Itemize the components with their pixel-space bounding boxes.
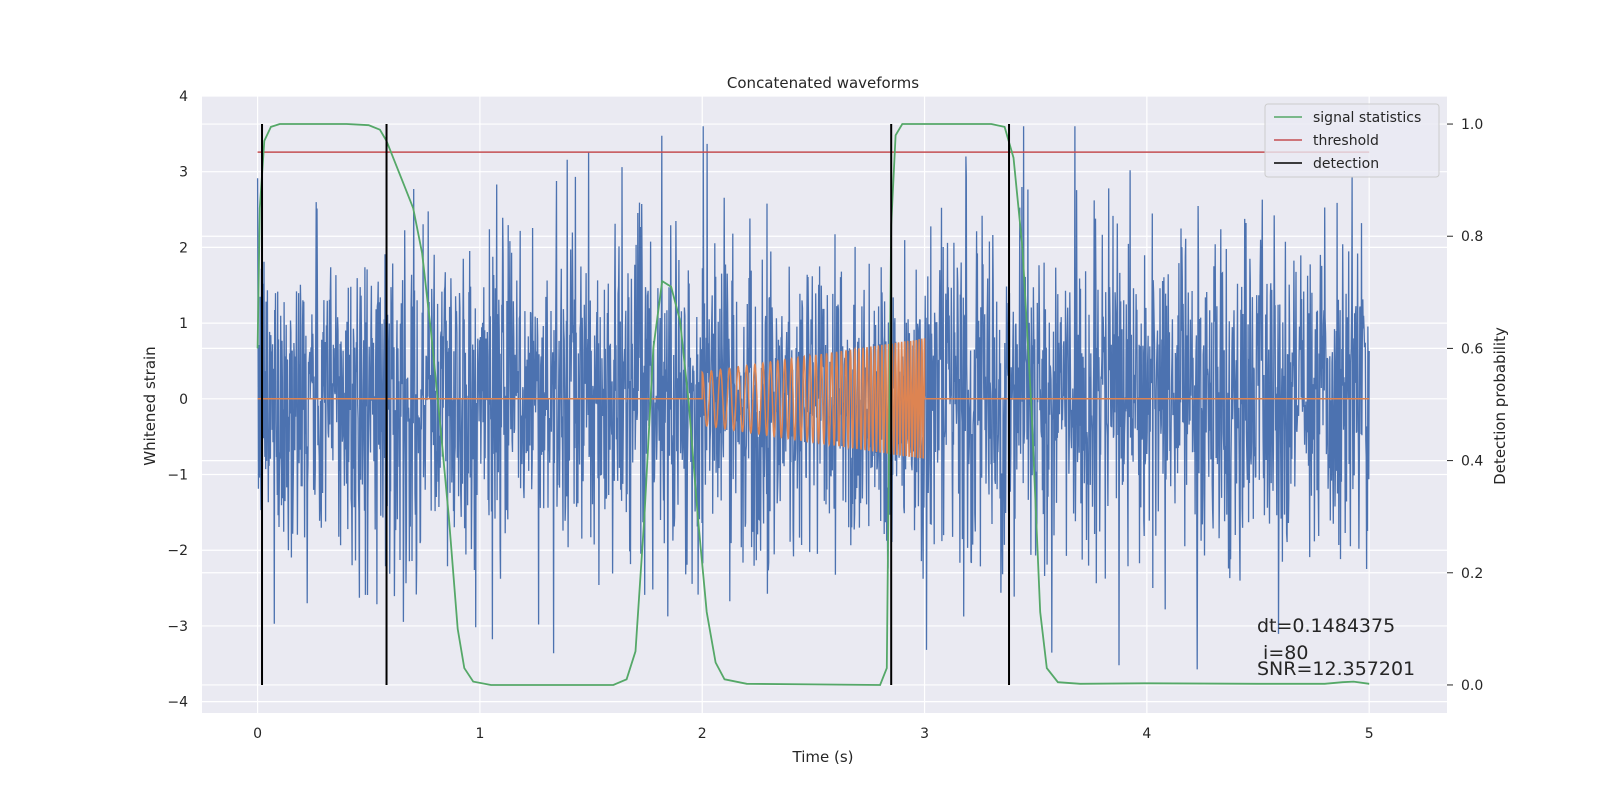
strain-noise-line [256, 126, 1370, 670]
annotation-dt: dt=0.1484375 [1257, 615, 1395, 637]
right-y-tick-label: 0.0 [1461, 678, 1483, 694]
x-tick-label: 3 [920, 726, 929, 742]
y-tick-label: 0 [179, 392, 188, 408]
right-y-tick-label: 0.4 [1461, 454, 1483, 470]
legend-label-threshold: threshold [1313, 133, 1379, 149]
y-tick-label: −1 [167, 468, 188, 484]
right-y-tick-label: 0.8 [1461, 229, 1483, 245]
legend-label-detection: detection [1313, 156, 1379, 172]
y-tick-label: −3 [167, 619, 188, 635]
series-layer [256, 123, 1370, 686]
legend-box [1264, 103, 1440, 178]
y-tick-label: 3 [179, 165, 188, 181]
x-tick-label: 1 [475, 726, 484, 742]
right-y-tick-label: 0.6 [1461, 341, 1483, 357]
y-axis-label: Whitened strain [141, 346, 159, 465]
x-tick-label: 0 [253, 726, 262, 742]
x-axis-label: Time (s) [792, 748, 854, 766]
right-y-tick-label: 0.2 [1461, 566, 1483, 582]
right-y-tick-labels: 1.0 0.8 0.6 0.4 0.2 0.0 [1461, 117, 1483, 694]
x-tick-labels: 0 1 2 3 4 5 [253, 726, 1374, 742]
legend-label-signal-statistics: signal statistics [1313, 110, 1421, 126]
y-tick-label: −4 [167, 695, 188, 711]
y-tick-label: 2 [179, 240, 188, 256]
right-y-axis-label: Detection probability [1491, 327, 1509, 485]
chirp-template-line [257, 338, 1370, 459]
right-y-tick-label: 1.0 [1461, 117, 1483, 133]
signal-statistics-line [256, 123, 1370, 686]
annotation-index: i=80 [1257, 642, 1308, 664]
y-tick-label: 1 [179, 316, 188, 332]
y-tick-label: 4 [179, 89, 188, 105]
chart-title: Concatenated waveforms [727, 74, 919, 92]
x-tick-label: 4 [1142, 726, 1151, 742]
y-tick-label: −2 [167, 543, 188, 559]
legend: signal statistics threshold detection [1264, 103, 1440, 178]
annotation-snr: SNR=12.357201 [1257, 658, 1415, 680]
y-tick-labels: 4 3 2 1 0 −1 −2 −3 −4 [167, 89, 188, 711]
x-tick-label: 5 [1365, 726, 1374, 742]
x-tick-label: 2 [698, 726, 707, 742]
